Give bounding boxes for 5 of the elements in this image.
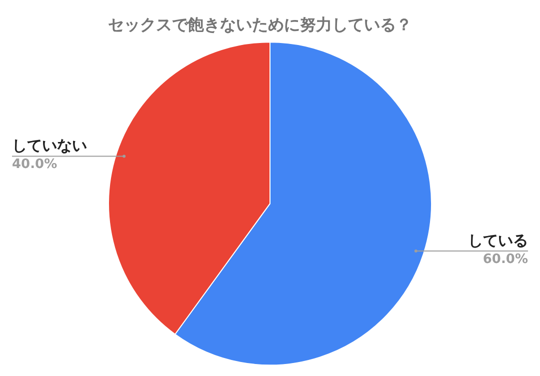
chart-title: セックスで飽きないために努力している？ [108, 14, 412, 34]
slice-label: していない [12, 136, 87, 155]
data-label: 40.0% [12, 157, 58, 172]
slice-label: している [468, 231, 528, 250]
data-label: 60.0% [482, 252, 528, 267]
